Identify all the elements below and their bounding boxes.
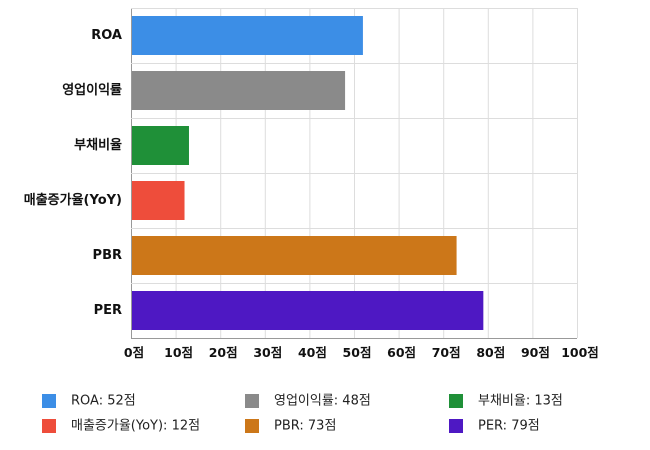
legend-swatch	[245, 419, 259, 433]
x-tick-label: 90점	[521, 345, 550, 360]
x-tick-label: 50점	[343, 345, 372, 360]
x-tick-label: 40점	[298, 345, 327, 360]
legend-label: 부채비율: 13점	[478, 394, 563, 409]
x-tick-label: 20점	[209, 345, 238, 360]
legend-label: ROA: 52점	[71, 394, 136, 409]
legend-label: PER: 79점	[478, 419, 540, 434]
bar	[132, 126, 189, 165]
category-label: 부채비율	[74, 137, 122, 153]
grid-lines	[131, 8, 578, 339]
x-tick-label: 60점	[387, 345, 416, 360]
x-axis-tick-labels: 0점 10점 20점 30점 40점 50점 60점 70점 80점 90점 100점	[124, 345, 599, 360]
bar	[132, 71, 346, 110]
category-label: ROA	[91, 28, 122, 43]
x-tick-label: 0점	[124, 345, 144, 360]
category-label: 매출증가율(YoY)	[24, 192, 122, 208]
legend-swatch	[245, 394, 259, 408]
legend-label: 영업이익률: 48점	[274, 394, 371, 409]
x-tick-label: 10점	[164, 345, 193, 360]
bar	[132, 236, 457, 275]
category-label: 영업이익률	[62, 82, 122, 98]
x-tick-label: 100점	[561, 345, 599, 360]
legend-swatch	[449, 394, 463, 408]
x-tick-label: 70점	[432, 345, 461, 360]
bar	[132, 291, 484, 330]
legend-swatch	[42, 394, 56, 408]
legend-swatch	[449, 419, 463, 433]
bars	[132, 16, 484, 330]
x-tick-label: 30점	[253, 345, 282, 360]
bar	[132, 16, 363, 55]
x-tick-label: 80점	[476, 345, 505, 360]
legend-swatch	[42, 419, 56, 433]
bar	[132, 181, 185, 220]
legend-label: PBR: 73점	[274, 419, 336, 434]
category-label: PER	[94, 303, 122, 318]
legend-label: 매출증가율(YoY): 12점	[71, 419, 200, 434]
category-label: PBR	[93, 248, 122, 263]
